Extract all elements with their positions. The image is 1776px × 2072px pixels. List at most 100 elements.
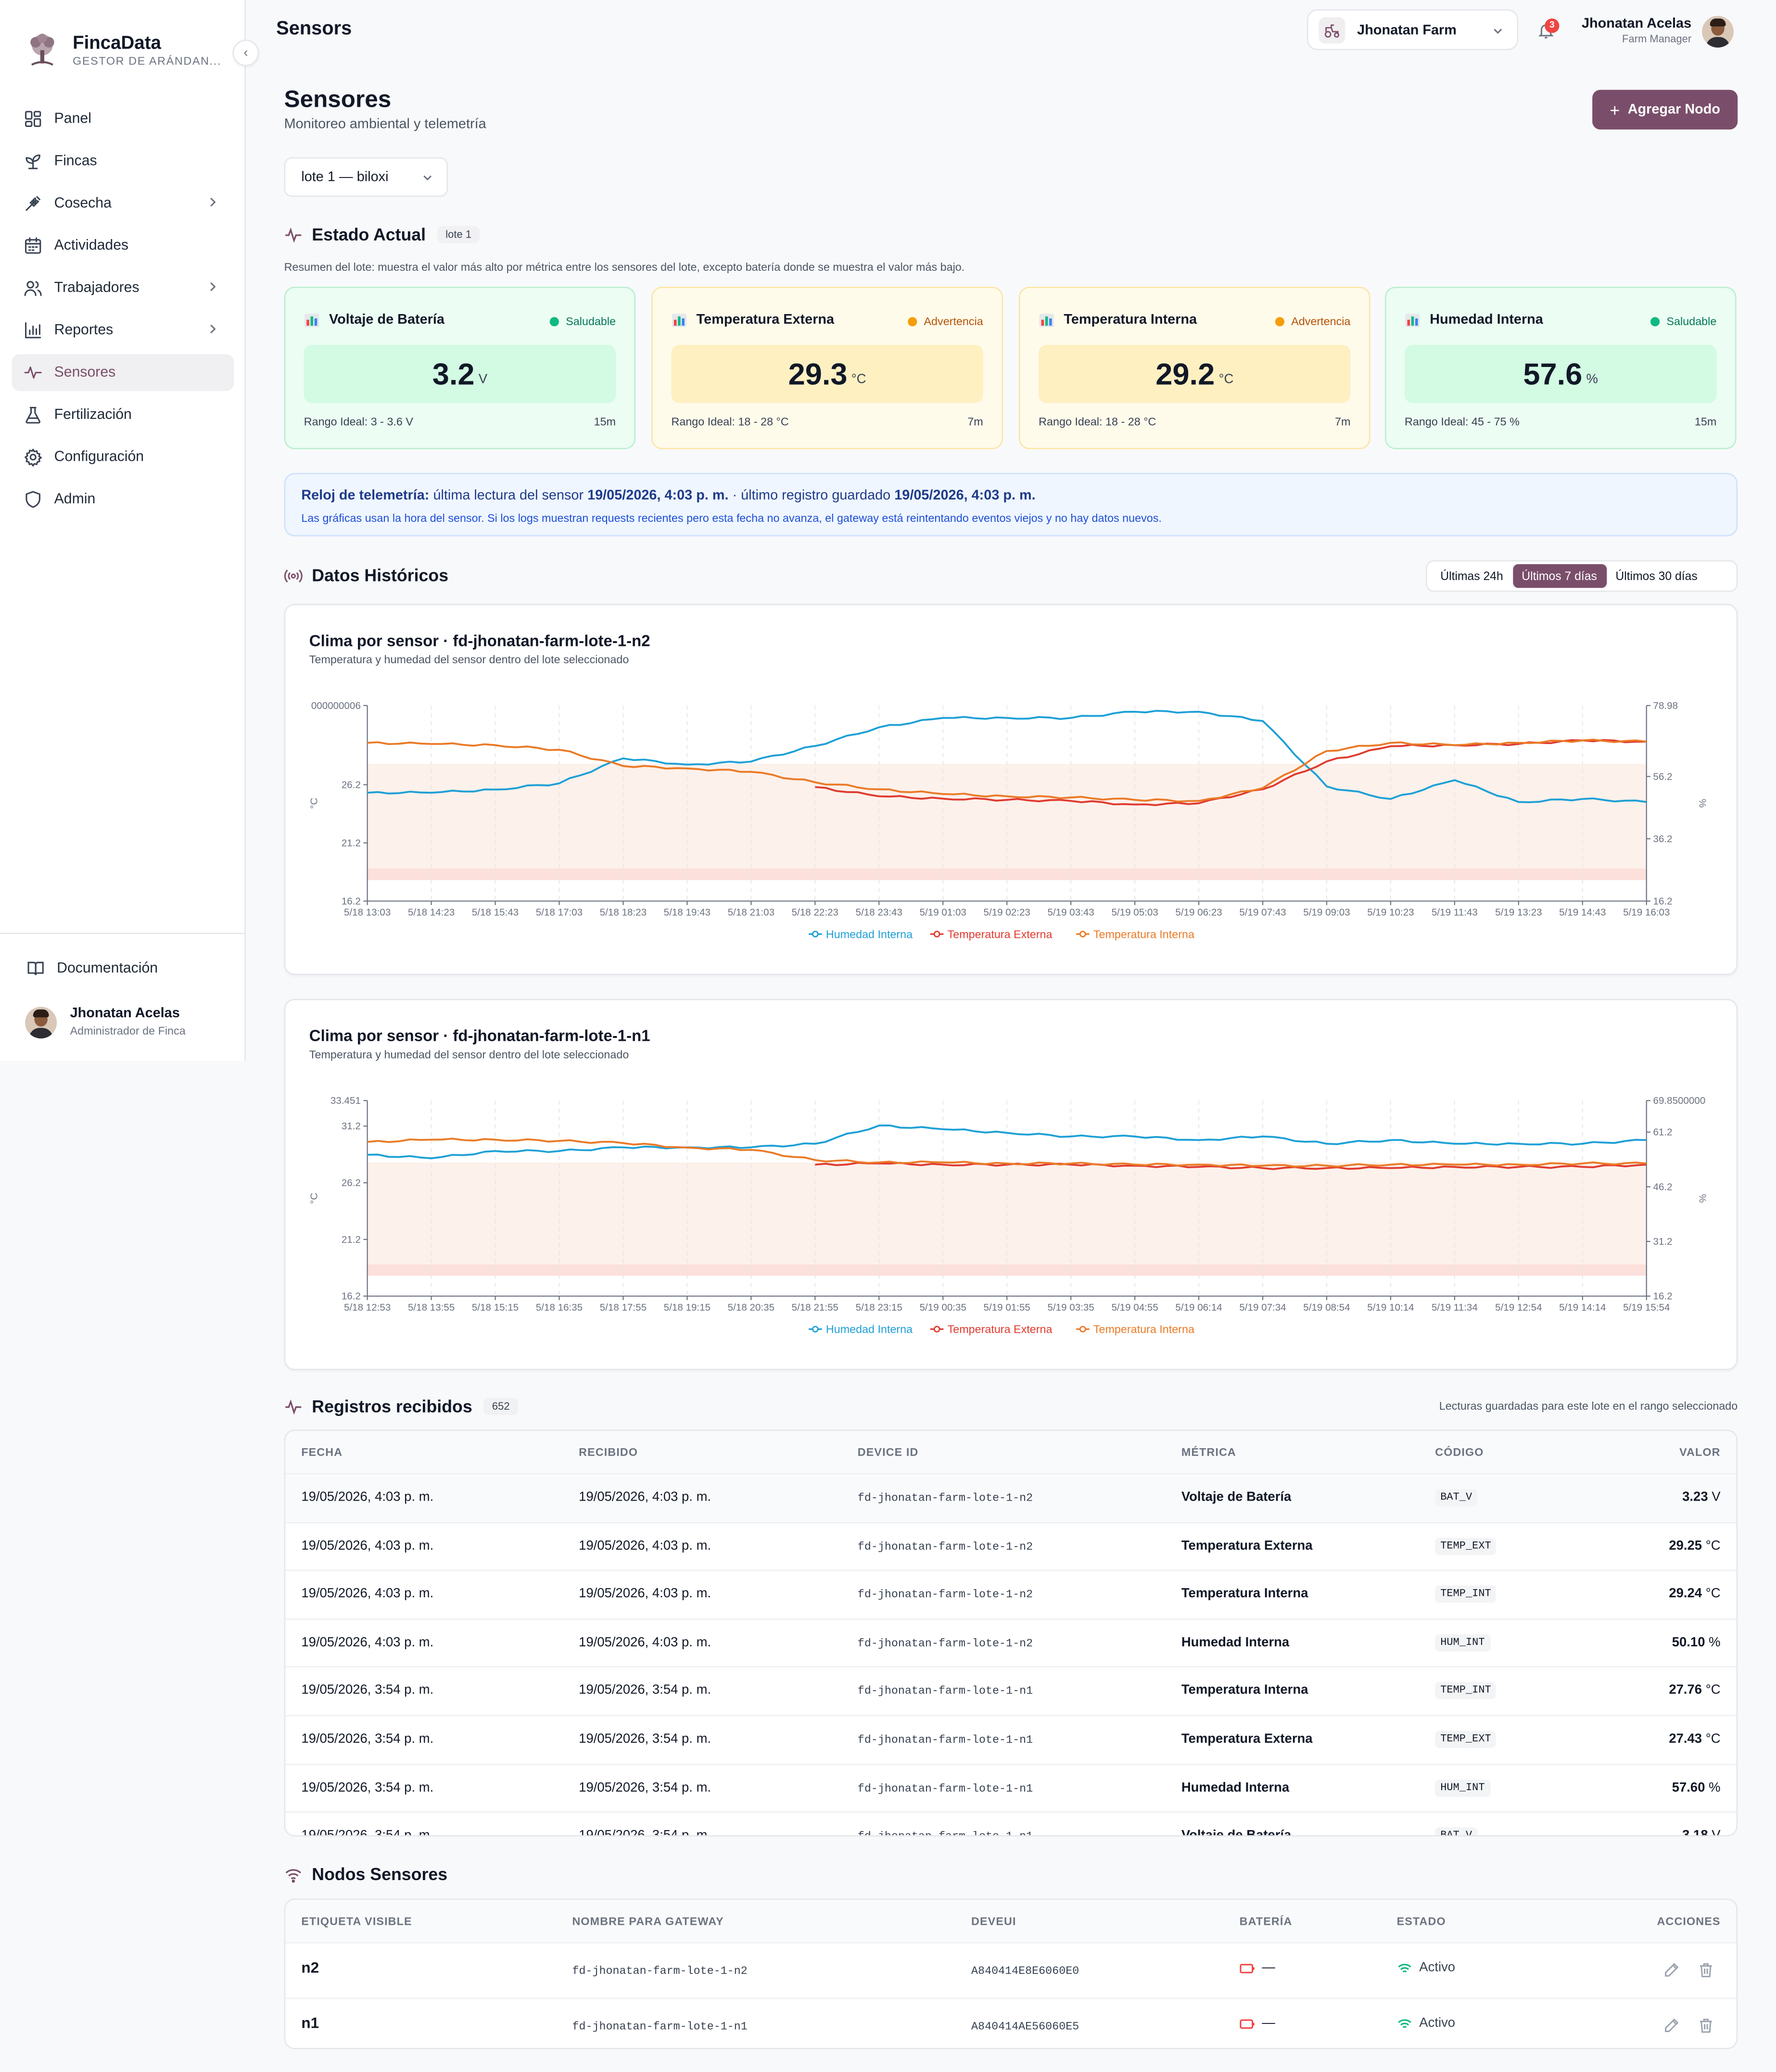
x-tick-label: 5/19 03:35 — [1047, 1302, 1094, 1313]
x-tick-label: 5/19 05:03 — [1111, 907, 1158, 918]
registros-table[interactable]: FECHA RECIBIDO DEVICE ID MÉTRICA CÓDIGO VALOR… — [284, 1429, 1738, 1837]
farm-selector[interactable]: Jhonatan Farm — [1307, 9, 1519, 51]
table-row[interactable]: 19/05/2026, 4:03 p. m. 19/05/2026, 4:03 … — [285, 1619, 1737, 1668]
x-tick-label: 5/19 09:03 — [1303, 907, 1350, 918]
table-row[interactable]: 19/05/2026, 4:03 p. m. 19/05/2026, 4:03 … — [285, 1571, 1737, 1620]
cell-codigo: TEMP_INT — [1435, 1682, 1497, 1700]
status-badge: Saludable — [550, 315, 616, 328]
y-right-tick-label: 31.2 — [1653, 1236, 1672, 1247]
range-tab[interactable]: Últimas 24h — [1440, 569, 1503, 583]
sidebar-item-actividades[interactable]: Actividades — [12, 227, 234, 264]
legend-entry[interactable]: Temperatura Externa — [948, 928, 1053, 940]
battery-value: — — [1262, 1960, 1275, 1975]
collapse-sidebar-button[interactable]: ‹ — [232, 39, 259, 66]
status-badge: Saludable — [1650, 315, 1716, 328]
trash-icon[interactable] — [1698, 1962, 1714, 1978]
sidebar-item-configuracion[interactable]: Configuración — [12, 439, 234, 476]
table-row[interactable]: 19/05/2026, 3:54 p. m. 19/05/2026, 3:54 … — [285, 1765, 1737, 1813]
table-row[interactable]: 19/05/2026, 4:03 p. m. 19/05/2026, 4:03 … — [285, 1523, 1737, 1571]
trash-icon[interactable] — [1698, 2018, 1714, 2034]
x-tick-label: 5/19 07:43 — [1239, 907, 1286, 918]
legend-entry[interactable]: Humedad Interna — [826, 928, 913, 940]
x-tick-label: 5/18 18:23 — [600, 907, 647, 918]
cell-valor: 3.18 V — [1682, 1829, 1720, 1835]
x-tick-label: 5/18 13:55 — [408, 1302, 455, 1313]
x-tick-label: 5/18 21:03 — [728, 907, 774, 918]
legend-entry[interactable]: Temperatura Interna — [1093, 928, 1194, 940]
edit-pencil-icon[interactable] — [1663, 1962, 1679, 1978]
cell-estado: Activo — [1397, 2016, 1455, 2031]
registros-note: Lecturas guardadas para este lote en el … — [1439, 1399, 1738, 1413]
sidebar-user[interactable]: Jhonatan Acelas Administrador de Finca — [25, 1005, 186, 1038]
series-line-temperatura-externa[interactable] — [815, 1162, 1647, 1170]
sidebar-item-fincas[interactable]: Fincas — [12, 143, 234, 180]
range-tab[interactable]: Últimos 30 días — [1615, 569, 1698, 583]
sidebar-item-panel[interactable]: Panel — [12, 101, 234, 138]
column-header: BATERÍA — [1239, 1914, 1293, 1928]
table-row[interactable]: 19/05/2026, 3:54 p. m. 19/05/2026, 3:54 … — [285, 1668, 1737, 1717]
sidebar-item-fertilizacion[interactable]: Fertilización — [12, 396, 234, 433]
sidebar-item-cosecha[interactable]: Cosecha — [12, 185, 234, 222]
table-row[interactable]: n1 fd-jhonatan-farm-lote-1-n1 A840414AE5… — [285, 1999, 1736, 2048]
legend-marker — [1079, 1326, 1086, 1333]
cell-recibido: 19/05/2026, 3:54 p. m. — [579, 1732, 711, 1747]
x-tick-label: 5/19 14:43 — [1559, 907, 1606, 918]
sidebar-item-trabajadores[interactable]: Trabajadores — [12, 269, 234, 306]
add-node-button[interactable]: + Agregar Nodo — [1592, 89, 1738, 130]
series-line-temperatura-interna[interactable] — [367, 1137, 1647, 1168]
legend-entry[interactable]: Humedad Interna — [826, 1323, 913, 1336]
reading-age: 15m — [594, 415, 616, 429]
wifi-icon — [1398, 1963, 1411, 1972]
sidebar-item-label: Sensores — [54, 365, 116, 381]
topbar-user[interactable]: Jhonatan Acelas Farm Manager — [1582, 16, 1691, 48]
table-row[interactable]: 19/05/2026, 3:54 p. m. 19/05/2026, 3:54 … — [285, 1813, 1736, 1835]
avatar[interactable] — [1702, 15, 1734, 48]
documentation-label: Documentación — [57, 960, 158, 977]
series-line-temperatura-externa[interactable] — [815, 739, 1647, 806]
status-text: Saludable — [566, 314, 616, 328]
brand[interactable]: FincaData GESTOR DE ARÁNDAN... — [24, 32, 221, 69]
chevron-right-icon — [210, 282, 216, 291]
x-tick-label: 5/19 16:03 — [1623, 907, 1670, 918]
legend-entry[interactable]: Temperatura Interna — [1093, 1323, 1194, 1336]
series-line-temperatura-interna[interactable] — [367, 738, 1647, 803]
y-right-tick-label: 69.8500000 — [1653, 1095, 1705, 1106]
x-tick-label: 5/18 14:23 — [408, 907, 455, 918]
x-tick-label: 5/19 06:23 — [1175, 907, 1222, 918]
cell-valor: 3.23 V — [1682, 1491, 1720, 1505]
cell-estado: Activo — [1397, 1961, 1455, 1975]
shield-icon — [25, 491, 40, 508]
cell-valor: 27.76 °C — [1669, 1684, 1720, 1698]
valor-unit: °C — [1705, 1587, 1721, 1602]
series-line-humedad-interna[interactable] — [367, 709, 1647, 803]
legend-marker — [933, 931, 940, 937]
metric-unit: °C — [851, 372, 866, 387]
sidebar-user-role: Administrador de Finca — [70, 1023, 186, 1037]
sidebar-item-admin[interactable]: Admin — [12, 481, 234, 518]
column-header: FECHA — [301, 1445, 343, 1459]
legend-entry[interactable]: Temperatura Externa — [948, 1323, 1053, 1336]
documentation-link[interactable]: Documentación — [26, 959, 158, 977]
table-row[interactable]: n2 fd-jhonatan-farm-lote-1-n2 A840414E8E… — [285, 1944, 1737, 1999]
x-tick-label: 5/19 10:14 — [1367, 1302, 1414, 1313]
cell-metrica: Humedad Interna — [1181, 1780, 1290, 1795]
series-line-humedad-interna[interactable] — [367, 1124, 1647, 1160]
cell-valor: 29.24 °C — [1669, 1587, 1720, 1602]
sidebar-item-label: Configuración — [54, 449, 144, 465]
chart-subtitle: Temperatura y humedad del sensor dentro … — [309, 653, 629, 666]
table-header: ETIQUETA VISIBLE NOMBRE PARA GATEWAY DEVEU… — [285, 1900, 1737, 1944]
metric-card: Humedad Interna Saludable 57.6 % Rango I… — [1384, 287, 1737, 449]
last-sensor-reading: 19/05/2026, 4:03 p. m. — [587, 487, 729, 504]
cell-fecha: 19/05/2026, 3:54 p. m. — [301, 1780, 434, 1795]
sidebar-item-sensores[interactable]: Sensores — [12, 354, 234, 392]
x-tick-label: 5/18 20:35 — [728, 1302, 774, 1313]
range-tab[interactable]: Últimos 7 días — [1512, 564, 1607, 588]
column-header: VALOR — [1679, 1445, 1721, 1459]
range-tabs: Últimas 24h Últimos 7 días Últimos 30 días — [1426, 560, 1738, 592]
lote-selector[interactable]: lote 1 — biloxi — [284, 157, 448, 197]
table-row[interactable]: 19/05/2026, 4:03 p. m. 19/05/2026, 4:03 … — [285, 1474, 1737, 1523]
edit-pencil-icon[interactable] — [1663, 2018, 1679, 2034]
status-dot-icon — [550, 316, 559, 326]
table-row[interactable]: 19/05/2026, 3:54 p. m. 19/05/2026, 3:54 … — [285, 1716, 1737, 1765]
sidebar-item-reportes[interactable]: Reportes — [12, 312, 234, 349]
